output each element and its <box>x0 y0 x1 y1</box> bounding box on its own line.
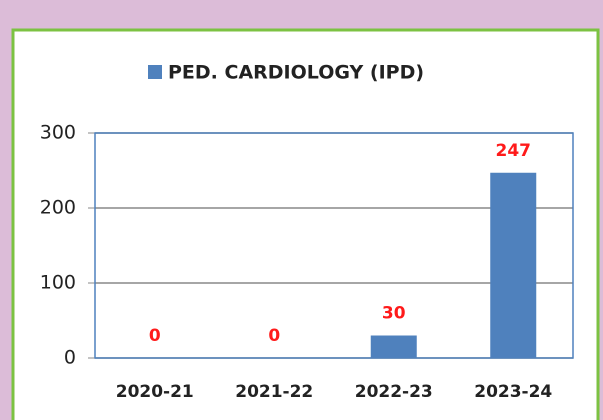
data-label: 0 <box>268 326 280 346</box>
bar <box>490 172 537 358</box>
y-tick-label: 200 <box>40 197 76 219</box>
x-tick-label: 2023-24 <box>474 382 552 402</box>
data-label: 0 <box>149 326 161 346</box>
x-tick-label: 2020-21 <box>116 382 194 402</box>
data-label: 30 <box>382 304 406 324</box>
y-tick-label: 100 <box>40 272 76 294</box>
x-tick-label: 2021-22 <box>235 382 313 402</box>
data-label: 247 <box>496 141 532 161</box>
bar <box>370 335 417 358</box>
plot-border <box>94 132 574 359</box>
legend-label: PED. CARDIOLOGY (IPD) <box>168 62 424 84</box>
legend-swatch <box>148 65 162 79</box>
x-tick-label: 2022-23 <box>355 382 433 402</box>
y-tick-label: 300 <box>40 122 76 144</box>
y-tick-label: 0 <box>64 347 76 369</box>
